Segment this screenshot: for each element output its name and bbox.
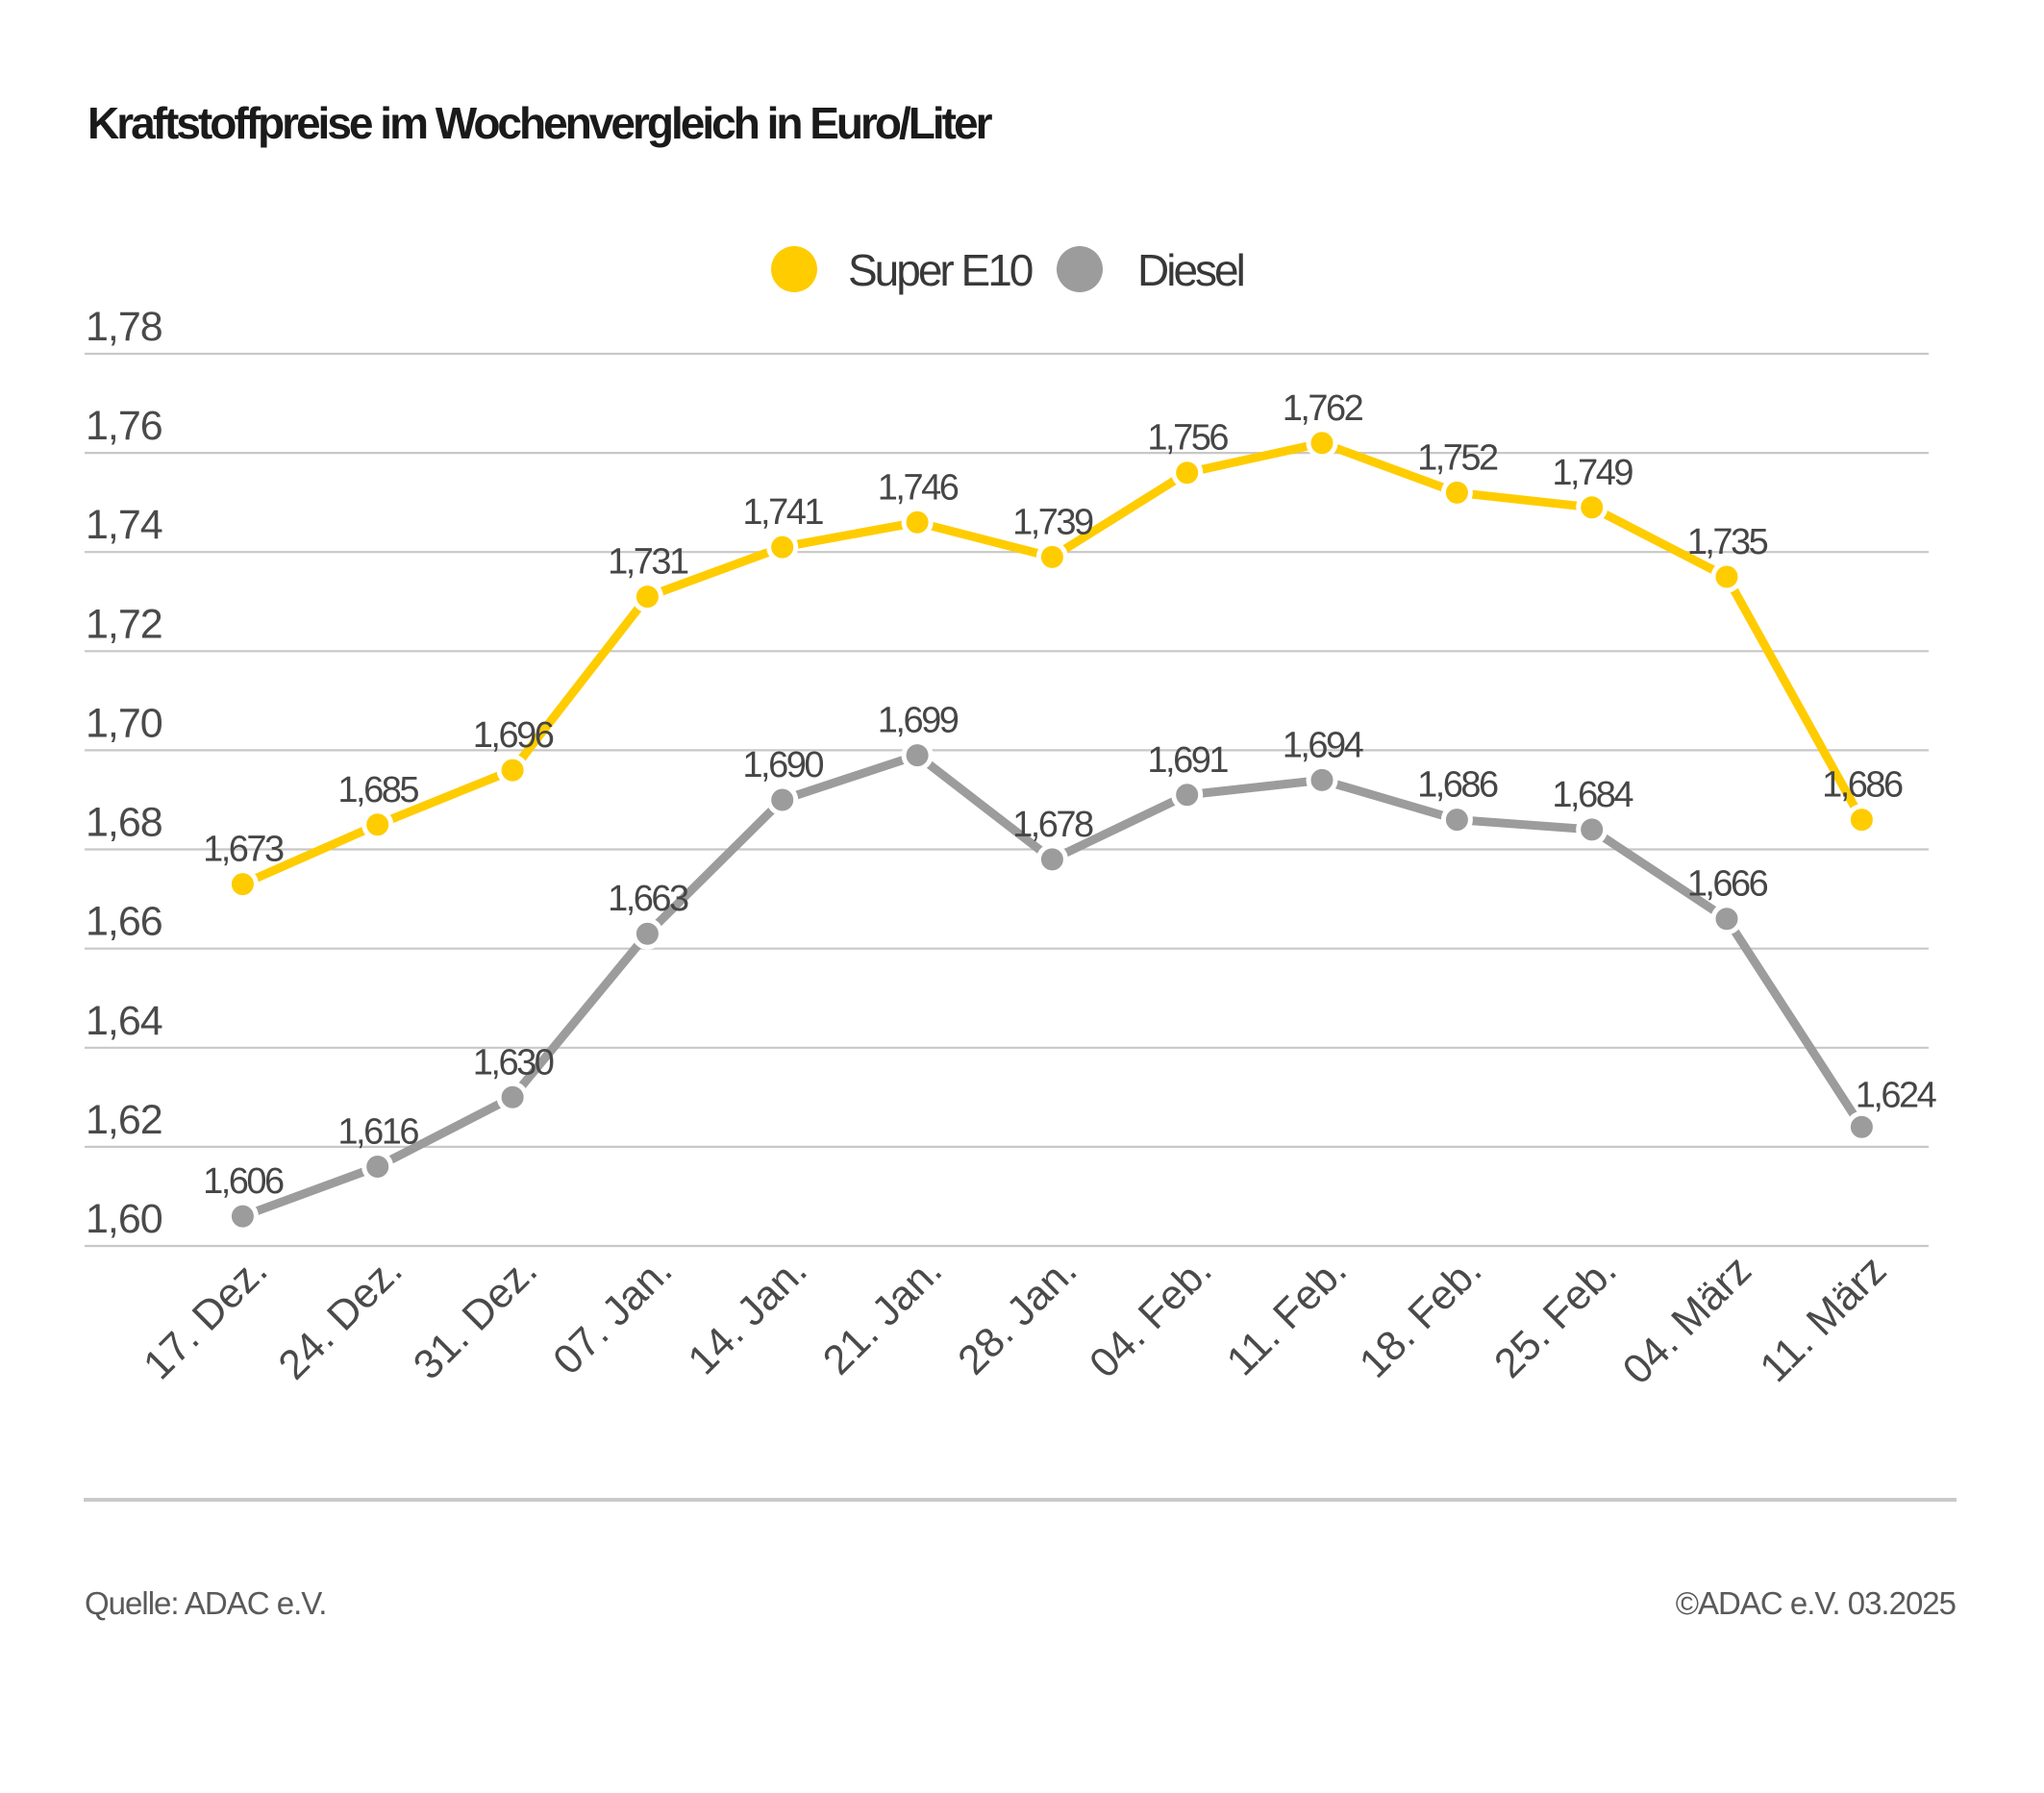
svg-text:1,616: 1,616 [337, 1112, 418, 1153]
svg-text:1,78: 1,78 [86, 304, 162, 350]
svg-text:1,752: 1,752 [1417, 437, 1498, 478]
svg-text:1,606: 1,606 [203, 1161, 284, 1202]
svg-text:21. Jan.: 21. Jan. [814, 1247, 951, 1383]
svg-text:1,685: 1,685 [337, 770, 418, 810]
svg-text:11. Feb.: 11. Feb. [1218, 1247, 1356, 1384]
svg-text:1,684: 1,684 [1552, 775, 1633, 815]
svg-text:11. März: 11. März [1751, 1247, 1895, 1391]
svg-text:1,66: 1,66 [86, 899, 162, 945]
svg-text:1,756: 1,756 [1147, 418, 1228, 459]
svg-text:1,68: 1,68 [86, 800, 162, 846]
svg-text:1,746: 1,746 [878, 467, 959, 508]
svg-text:17. Dez.: 17. Dez. [135, 1247, 276, 1388]
svg-text:1,630: 1,630 [473, 1042, 554, 1083]
svg-text:1,64: 1,64 [86, 998, 162, 1044]
svg-text:07. Jan.: 07. Jan. [544, 1247, 681, 1383]
svg-text:Super E10: Super E10 [848, 245, 1033, 295]
svg-text:1,762: 1,762 [1283, 388, 1363, 429]
svg-text:1,741: 1,741 [742, 492, 823, 533]
svg-text:1,731: 1,731 [608, 542, 688, 583]
svg-text:1,673: 1,673 [203, 830, 284, 870]
svg-text:1,694: 1,694 [1283, 725, 1364, 765]
svg-text:04. März: 04. März [1614, 1247, 1760, 1393]
svg-text:1,686: 1,686 [1822, 765, 1903, 806]
svg-text:1,624: 1,624 [1856, 1075, 1937, 1115]
svg-text:1,76: 1,76 [86, 403, 162, 449]
svg-text:18. Feb.: 18. Feb. [1351, 1247, 1490, 1386]
svg-text:1,72: 1,72 [86, 601, 162, 647]
svg-text:04. Feb.: 04. Feb. [1081, 1247, 1220, 1386]
svg-text:1,666: 1,666 [1687, 864, 1768, 905]
svg-text:14. Jan.: 14. Jan. [680, 1247, 816, 1383]
svg-text:28. Jan.: 28. Jan. [949, 1247, 1085, 1383]
svg-text:1,735: 1,735 [1687, 522, 1768, 562]
svg-text:1,696: 1,696 [473, 715, 554, 756]
svg-text:1,690: 1,690 [742, 745, 823, 785]
svg-text:1,70: 1,70 [86, 700, 162, 746]
svg-text:1,663: 1,663 [608, 879, 688, 919]
svg-text:1,60: 1,60 [86, 1196, 162, 1242]
svg-text:1,691: 1,691 [1147, 740, 1228, 781]
svg-text:25. Feb.: 25. Feb. [1485, 1247, 1625, 1386]
svg-text:1,749: 1,749 [1552, 453, 1633, 493]
svg-text:1,686: 1,686 [1417, 765, 1498, 806]
svg-text:31. Dez.: 31. Dez. [405, 1247, 546, 1388]
svg-text:1,678: 1,678 [1012, 805, 1093, 845]
svg-text:1,699: 1,699 [878, 701, 959, 741]
svg-text:24. Dez.: 24. Dez. [270, 1247, 411, 1388]
svg-text:Quelle: ADAC e.V.: Quelle: ADAC e.V. [85, 1585, 326, 1621]
svg-text:©ADAC e.V. 03.2025: ©ADAC e.V. 03.2025 [1676, 1585, 1956, 1621]
svg-text:1,739: 1,739 [1012, 502, 1093, 542]
svg-text:Kraftstoffpreise im Wochenverg: Kraftstoffpreise im Wochenvergleich in E… [87, 98, 993, 148]
svg-text:Diesel: Diesel [1137, 245, 1244, 295]
svg-text:1,74: 1,74 [86, 502, 162, 548]
svg-text:1,62: 1,62 [86, 1097, 162, 1143]
